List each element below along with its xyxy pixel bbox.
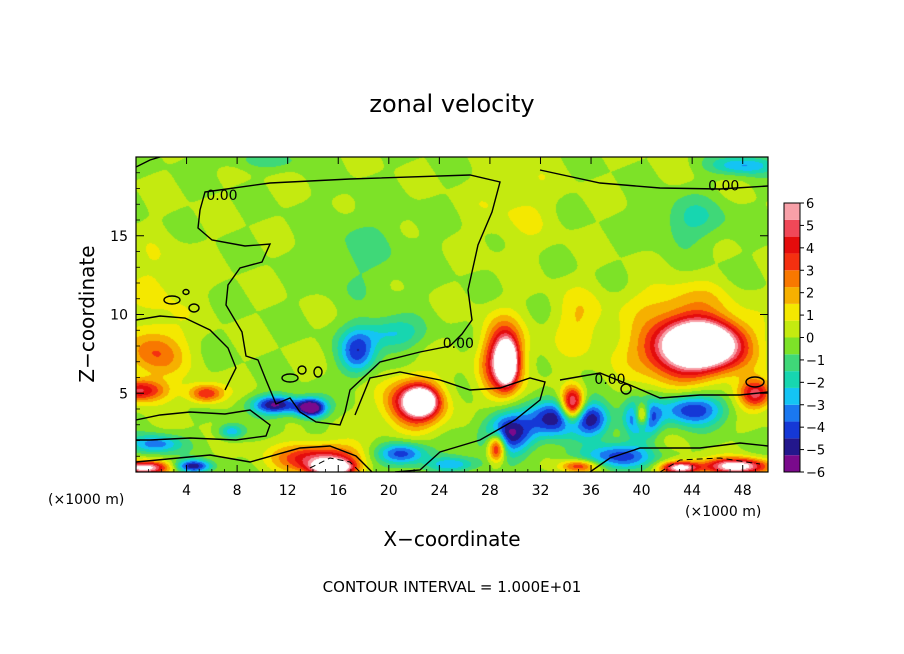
colorbar-tick-label: −5 [806,444,825,459]
velocity-field-image [136,157,768,472]
zero-contour-left-lower [136,409,271,441]
colorbar-swatch [784,371,800,388]
colorbar-swatch [784,354,800,372]
negative-contour-dashed [659,457,761,472]
colorbar-tick-label: −6 [806,466,825,481]
zero-contour-islet [297,365,307,375]
colorbar-tick-label: 1 [806,309,814,324]
colorbar-swatch [784,387,800,405]
x-unit-label-left: (×1000 m) [48,492,124,508]
colorbar-tick-label: −3 [806,399,825,414]
colorbar-swatch [784,253,800,271]
contour-interval-note: CONTOUR INTERVAL = 1.000E+01 [323,578,582,596]
colorbar-tick-label: 3 [806,264,814,279]
contour-label-layer: 0.00 0.00 0.00 0.00 [206,178,739,388]
zero-contour-islet [163,295,181,305]
contour-label: 0.00 [594,372,625,388]
x-tick-label: 40 [633,483,651,499]
y-axis-label: Z−coordinate [75,245,99,382]
y-tick-label: 5 [119,386,128,402]
zero-contour-islet [281,373,299,383]
x-tick-label: 12 [279,483,297,499]
colorbar: 6 5 4 3 2 1 0 −1 −2 −3 −4 −5 −6 [783,197,825,481]
zero-contour-islet [745,376,765,388]
x-tick-label: 4 [182,483,191,499]
negative-contour-dashed [309,457,361,472]
zero-contour-lines [136,157,768,472]
chart-title: zonal velocity [369,90,534,118]
colorbar-swatch [784,219,800,237]
colorbar-swatch [784,287,800,304]
x-unit-label-right: (×1000 m) [685,504,761,520]
zero-contour-top-left [136,157,161,168]
x-tick-label: 28 [481,483,499,499]
x-tick-label: 48 [734,483,752,499]
x-tick-label: 44 [683,483,701,499]
zero-contour-islet [182,288,190,296]
colorbar-tick-label: 6 [806,197,814,212]
y-tick-label: 15 [110,229,128,245]
colorbar-swatch [784,438,800,456]
colorbar-swatch [784,320,800,338]
x-tick-label: 16 [329,483,347,499]
colorbar-tick-label: 4 [806,242,814,257]
colorbar-tick-label: −2 [806,376,825,391]
colorbar-tick-label: −1 [806,354,825,369]
zero-contour-right-lower [559,372,768,399]
x-tick-label: 36 [582,483,600,499]
colorbar-swatch [784,404,800,422]
zero-contour-islet [620,383,632,395]
colorbar-tick-label: 5 [806,219,814,234]
colorbar-swatch [784,421,800,439]
colorbar-swatch [784,270,800,288]
x-tick-label: 24 [430,483,448,499]
colorbar-tick-label: −4 [806,421,825,436]
x-axis-label: X−coordinate [383,527,520,551]
zero-contour-middle-lower [354,371,546,472]
colorbar-tick-label: 0 [806,332,814,347]
colorbar-tick-label: 2 [806,287,814,302]
zero-contour-left-upper [136,315,237,391]
zero-contour-upper-domain [197,174,501,426]
colorbar-swatch [784,303,800,321]
zero-contour-islet [188,303,200,313]
zero-contour-right-bottom [589,442,768,472]
x-tick-label: 32 [532,483,550,499]
x-axis-ticks: 4 8 12 16 20 24 28 32 36 40 44 48 [148,157,756,499]
zero-contour-top-right [539,169,768,190]
colorbar-swatch [784,236,800,254]
colorbar-swatch [784,455,800,472]
zero-contour-islet [313,366,323,378]
y-tick-label: 10 [110,308,128,324]
x-tick-label: 20 [380,483,398,499]
y-axis-ticks: 5 10 15 [110,172,768,457]
x-tick-label: 8 [233,483,242,499]
contour-label: 0.00 [708,178,739,194]
contour-label: 0.00 [443,336,474,352]
colorbar-swatch [784,337,800,355]
colorbar-swatch [784,203,800,220]
contour-label: 0.00 [206,188,237,204]
zero-contour-bottom-left [136,445,373,472]
